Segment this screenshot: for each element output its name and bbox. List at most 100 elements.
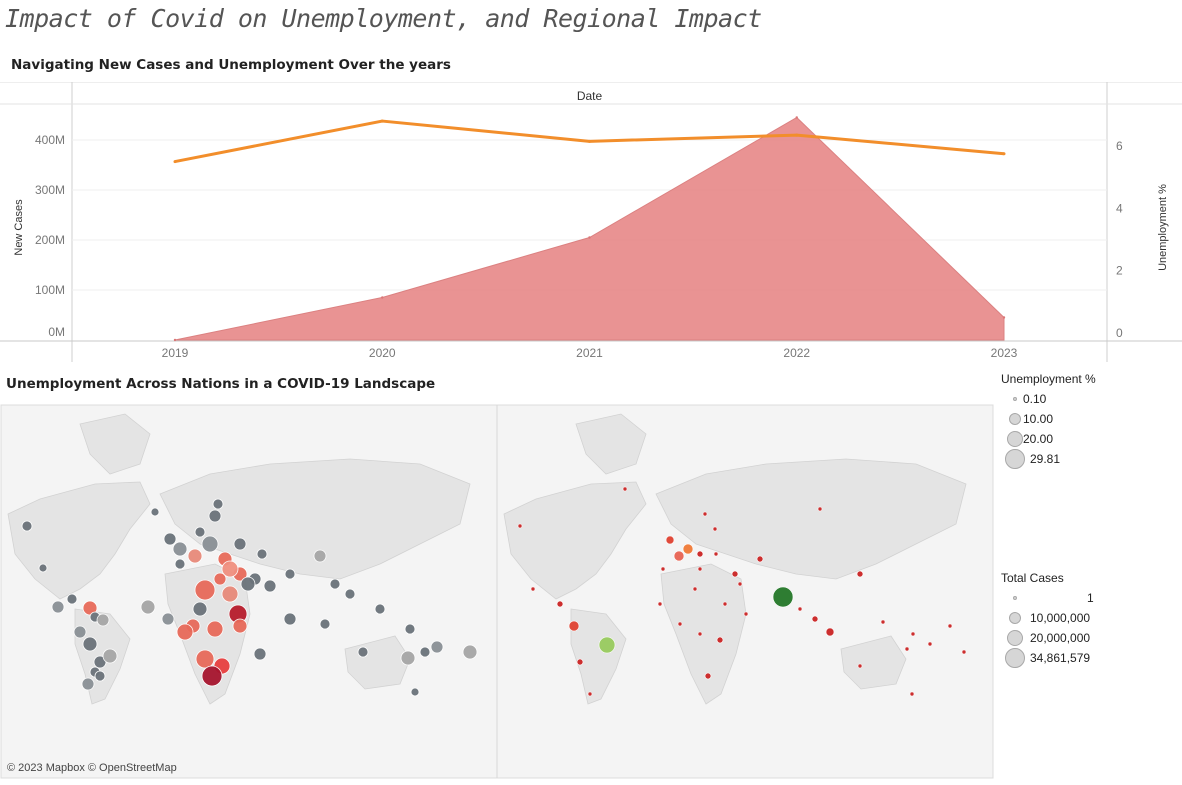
country-marker [187,548,203,564]
new-cases-point [588,236,591,239]
size-dot-icon [1005,648,1025,668]
unemployment-map-markers[interactable] [21,498,478,697]
unemployment-line-series[interactable] [173,119,1006,164]
y2-axis-title: Unemployment % [1157,184,1169,271]
country-marker [857,663,863,669]
country-marker [404,623,416,635]
chart-axis-labels: Date 0M 100M 200M 300M 400M 0 2 4 6 2019 2020 2021 20… [13,89,1169,360]
x-axis-title: Date [577,89,603,103]
x-tick-label: 2021 [576,346,603,360]
legend-item: 10.00 [1001,409,1176,429]
country-marker [400,650,416,666]
size-dot-icon [1013,397,1017,401]
country-marker [256,548,268,560]
x-tick-label: 2019 [162,346,189,360]
size-dot-icon [1007,431,1023,447]
country-marker [665,535,675,545]
unemployment-point [795,133,799,137]
country-marker [657,601,663,607]
legend-label: 1 [1087,591,1094,605]
country-marker [556,600,564,608]
legend-label: 34,861,579 [1030,651,1091,665]
country-marker [737,581,743,587]
new-cases-area [174,116,1005,341]
unemployment-point [380,119,384,123]
country-marker [517,523,523,529]
country-marker [140,599,156,615]
country-marker [462,644,478,660]
country-marker [284,568,296,580]
land-mass [503,481,647,600]
legend-label: 0.10 [1023,392,1047,406]
country-marker [208,509,222,523]
country-marker [682,543,694,555]
country-marker [576,658,584,666]
country-marker [374,603,386,615]
country-marker [697,566,703,572]
country-marker [176,623,194,641]
size-dot-icon [1013,596,1017,600]
country-marker [102,648,118,664]
world-maps[interactable] [0,404,995,780]
country-marker [880,619,886,625]
country-marker [221,585,239,603]
country-marker [313,549,327,563]
country-marker [722,601,728,607]
country-marker [712,526,718,532]
country-marker [232,618,248,634]
country-marker [677,621,683,627]
new-cases-point [381,296,384,299]
country-marker [344,588,356,600]
country-marker [233,537,247,551]
y2-tick-label: 4 [1116,201,1123,215]
country-marker [357,646,369,658]
legend-item: 0.10 [1001,389,1176,409]
country-marker [909,691,915,697]
y-tick-label: 300M [35,183,65,197]
land-mass [655,458,967,580]
y-tick-label: 0M [48,325,65,339]
legend-label: 10,000,000 [1030,611,1091,625]
land-mass [840,635,907,690]
y2-tick-label: 2 [1116,264,1123,278]
y-tick-label: 100M [35,283,65,297]
land-mass [570,608,627,705]
x-tick-label: 2022 [783,346,810,360]
total-cases-size-legend: Total Cases 1 10,000,000 20,000,000 34,8… [1001,571,1176,668]
country-marker [319,618,331,630]
total-cases-map-land [503,413,967,705]
country-marker [81,677,95,691]
country-marker [194,526,206,538]
y-tick-label: 400M [35,133,65,147]
country-marker [419,646,431,658]
country-marker [172,541,188,557]
country-marker [253,647,267,661]
country-marker [702,511,708,517]
country-marker [240,576,256,592]
country-marker [568,620,580,632]
new-cases-area-series[interactable] [173,116,1006,342]
country-marker [213,572,227,586]
country-marker [692,586,698,592]
country-marker [673,550,685,562]
country-marker [206,620,224,638]
unemployment-point [1002,152,1006,156]
legend-title-total-cases: Total Cases [1001,571,1064,585]
country-marker [410,687,420,697]
country-marker [704,672,712,680]
country-marker [696,550,704,558]
country-marker [283,612,297,626]
country-marker [660,566,666,572]
x-tick-label: 2023 [991,346,1018,360]
country-marker [329,578,341,590]
legend-label: 20.00 [1023,432,1054,446]
chart-frame [0,82,1182,362]
line-area-chart[interactable]: Date 0M 100M 200M 300M 400M 0 2 4 6 2019 2020 2021 20… [0,82,1182,366]
land-mass [79,413,151,475]
legend-label: 20,000,000 [1030,631,1091,645]
total-cases-map-markers[interactable] [517,486,967,697]
legend-item: 10,000,000 [1001,608,1176,628]
legend-label: 10.00 [1023,412,1054,426]
country-marker [201,535,219,553]
unemployment-point [173,160,177,164]
